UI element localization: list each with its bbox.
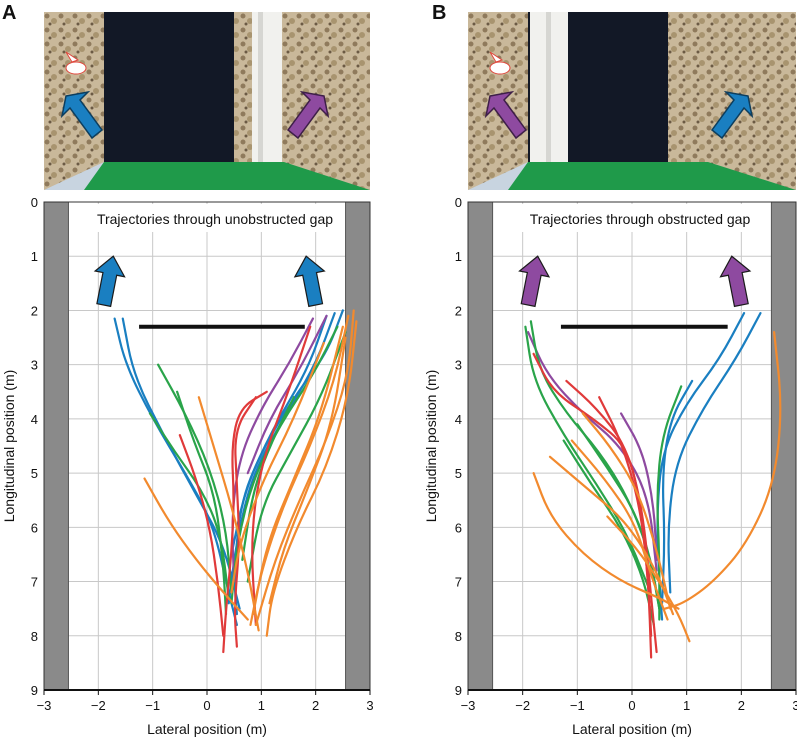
- trajectory-line: [581, 412, 672, 610]
- photo-a-illustration: [44, 12, 370, 190]
- x-tick-label: 3: [792, 698, 797, 713]
- arrow-up-right-icon: [286, 90, 330, 140]
- dove-icon: [65, 51, 87, 75]
- y-tick-label: 8: [31, 629, 38, 644]
- arrow-up-left-icon: [93, 255, 126, 308]
- y-axis-label: Longitudinal position (m): [1, 370, 17, 523]
- trajectory-line: [143, 477, 249, 621]
- arrow-up-right-icon: [293, 255, 326, 308]
- y-tick-label: 9: [31, 683, 38, 698]
- x-tick-label: −3: [37, 698, 52, 713]
- trajectory-line: [548, 455, 675, 616]
- x-axis-label: Lateral position (m): [572, 721, 692, 737]
- trajectory-line: [268, 336, 347, 605]
- title-background: [73, 204, 341, 232]
- x-tick-label: −1: [570, 698, 585, 713]
- y-axis-label: Longitudinal position (m): [423, 370, 439, 523]
- x-tick-label: 1: [683, 698, 690, 713]
- right-wall: [770, 201, 797, 691]
- y-tick-label: 5: [455, 466, 462, 481]
- arrow-up-left-icon: [60, 90, 104, 140]
- y-tick-label: 4: [455, 412, 462, 427]
- y-tick-label: 2: [455, 303, 462, 318]
- y-tick-label: 1: [455, 249, 462, 264]
- trajectory-line: [230, 341, 325, 594]
- trajectory-line: [251, 325, 312, 627]
- y-tick-label: 4: [31, 412, 38, 427]
- x-tick-label: 3: [366, 698, 373, 713]
- chart-unobstructed: Trajectories through unobstructed gap −3 −…: [1, 195, 374, 737]
- y-tick-label: 9: [455, 683, 462, 698]
- trajectory-line: [252, 325, 344, 616]
- trajectory-line: [576, 423, 661, 610]
- x-tick-label: −2: [91, 698, 106, 713]
- photo-obstructed-gap: [468, 12, 796, 190]
- trajectory-line: [157, 363, 233, 594]
- trajectory-line: [667, 312, 762, 594]
- trajectory-line: [524, 325, 650, 589]
- x-tick-label: −2: [515, 698, 530, 713]
- arrow-up-right-icon: [719, 255, 752, 308]
- y-tick-label: 3: [31, 358, 38, 373]
- chart-title: Trajectories through obstructed gap: [530, 211, 751, 227]
- arrow-up-right-icon: [710, 90, 754, 140]
- x-tick-label: −1: [145, 698, 160, 713]
- trajectory-line: [265, 320, 358, 637]
- y-tick-label: 6: [31, 520, 38, 535]
- x-tick-label: 2: [738, 698, 745, 713]
- trajectory-line: [570, 439, 669, 621]
- x-tick-label: 2: [312, 698, 319, 713]
- y-tick-label: 7: [31, 575, 38, 590]
- x-tick-label: 0: [628, 698, 635, 713]
- trajectory-line: [660, 379, 694, 605]
- y-tick-label: 3: [455, 358, 462, 373]
- trajectory-line: [249, 314, 350, 627]
- trajectory-line: [246, 331, 347, 583]
- photo-b-illustration: [468, 12, 796, 190]
- left-wall: [467, 201, 494, 691]
- arrow-up-left-icon: [518, 255, 551, 308]
- right-wall: [345, 201, 371, 691]
- y-tick-label: 0: [31, 195, 38, 210]
- trajectory-line: [233, 396, 257, 648]
- dove-icon: [489, 51, 511, 75]
- title-background: [498, 204, 766, 232]
- panel-letter-b: B: [432, 2, 447, 24]
- trajectory-line: [241, 396, 296, 561]
- chart-title: Trajectories through unobstructed gap: [97, 211, 333, 227]
- trajectory-line: [656, 385, 683, 621]
- panel-letter-a: A: [2, 2, 17, 24]
- y-tick-label: 0: [455, 195, 462, 210]
- y-tick-label: 5: [31, 466, 38, 481]
- chart-obstructed: Trajectories through obstructed gap −3 −2 −…: [423, 195, 797, 737]
- trajectory-line: [663, 331, 782, 610]
- trajectory-line: [230, 314, 328, 556]
- trajectory-line: [197, 396, 260, 632]
- y-tick-label: 2: [31, 303, 38, 318]
- trajectory-line: [532, 472, 680, 610]
- trajectory-line: [176, 390, 228, 616]
- trajectory-line: [598, 396, 653, 637]
- y-tick-label: 1: [31, 249, 38, 264]
- trajectory-line: [565, 379, 658, 654]
- y-tick-label: 7: [455, 575, 462, 590]
- trajectory-line: [148, 412, 230, 599]
- trajectory-line: [178, 434, 225, 637]
- trajectory-line: [619, 412, 658, 561]
- trajectory-line: [246, 314, 328, 475]
- left-wall: [43, 201, 69, 691]
- photo-unobstructed-gap: [44, 12, 370, 190]
- x-tick-label: 1: [258, 698, 265, 713]
- arrow-up-left-icon: [484, 90, 528, 140]
- y-tick-label: 8: [455, 629, 462, 644]
- x-tick-label: 0: [203, 698, 210, 713]
- x-axis-label: Lateral position (m): [147, 721, 267, 737]
- trajectory-line: [532, 352, 653, 659]
- x-tick-label: −3: [461, 698, 476, 713]
- y-tick-label: 6: [455, 520, 462, 535]
- trajectory-line: [606, 515, 691, 643]
